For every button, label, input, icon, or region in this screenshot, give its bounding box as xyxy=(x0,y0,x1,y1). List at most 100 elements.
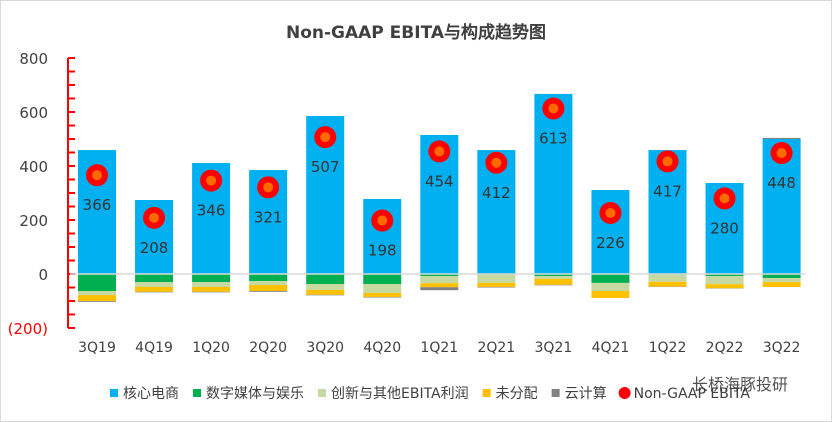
bar-3Q19-云计算 xyxy=(78,301,116,302)
bar-3Q22-创新与其他EBITA利润 xyxy=(762,278,801,283)
bar-1Q22-创新与其他EBITA利润 xyxy=(648,274,687,282)
bar-1Q22-未分配 xyxy=(648,281,687,287)
bar-3Q20-云计算 xyxy=(306,294,345,296)
bar-4Q20-数字媒体与娱乐 xyxy=(363,274,402,284)
ebita-point-core xyxy=(776,148,787,159)
x-tick-label: 3Q21 xyxy=(535,340,573,356)
bar-4Q21-未分配 xyxy=(591,291,630,299)
legend-label: 云计算 xyxy=(565,386,607,402)
x-tick-label: 2Q20 xyxy=(249,340,287,356)
x-tick-label: 3Q22 xyxy=(763,340,801,356)
ebita-point-core xyxy=(491,157,502,168)
legend-marker xyxy=(551,389,560,397)
legend-label: 未分配 xyxy=(496,386,538,402)
bar-4Q21-数字媒体与娱乐 xyxy=(591,274,630,283)
bar-4Q19-未分配 xyxy=(135,286,174,292)
ebita-point-core xyxy=(719,193,730,204)
bar-3Q19-创新与其他EBITA利润 xyxy=(78,291,116,296)
bar-2Q22-数字媒体与娱乐 xyxy=(705,274,744,277)
legend-marker xyxy=(618,387,631,399)
bar-3Q20-数字媒体与娱乐 xyxy=(306,274,345,284)
bar-2Q20-未分配 xyxy=(249,285,288,292)
ebita-point-core xyxy=(263,182,274,193)
bar-1Q21-创新与其他EBITA利润 xyxy=(420,276,459,284)
ebita-point-core xyxy=(149,212,160,223)
data-label: 321 xyxy=(254,208,283,226)
ebita-point-core xyxy=(377,215,388,226)
ebita-point-core xyxy=(320,132,331,143)
bar-1Q20-创新与其他EBITA利润 xyxy=(192,282,231,287)
bar-2Q22-未分配 xyxy=(705,284,744,289)
data-label: 346 xyxy=(197,202,226,220)
x-tick-label: 1Q20 xyxy=(192,340,230,356)
bar-3Q19-数字媒体与娱乐 xyxy=(78,274,116,292)
x-tick-label: 1Q21 xyxy=(420,340,458,356)
bar-3Q21-核心电商 xyxy=(534,93,573,274)
legend-label: 核心电商 xyxy=(123,386,179,402)
data-label: 280 xyxy=(710,219,739,237)
x-tick-label: 2Q21 xyxy=(477,340,515,356)
bar-4Q20-未分配 xyxy=(363,292,402,297)
data-label: 448 xyxy=(767,174,796,192)
ebita-point-core xyxy=(548,103,559,114)
legend-marker xyxy=(110,389,118,397)
legend-marker xyxy=(482,389,491,397)
ebita-point-core xyxy=(206,175,217,186)
y-tick-label: 400 xyxy=(19,158,48,176)
logo-text: 长桥海豚投研 xyxy=(692,375,788,394)
data-label: 198 xyxy=(368,242,397,260)
x-tick-label: 4Q20 xyxy=(363,340,401,356)
legend-marker xyxy=(318,389,326,397)
ebita-point-core xyxy=(92,170,102,181)
data-label: 417 xyxy=(653,182,682,200)
x-tick-label: 3Q19 xyxy=(78,340,116,356)
legend-label: 数字媒体与娱乐 xyxy=(206,386,304,402)
bar-3Q20-未分配 xyxy=(306,289,345,295)
bar-3Q19-未分配 xyxy=(78,295,116,301)
bar-2Q22-创新与其他EBITA利润 xyxy=(705,276,744,285)
data-label: 507 xyxy=(311,158,340,176)
data-label: 226 xyxy=(596,234,625,252)
bar-2Q21-创新与其他EBITA利润 xyxy=(477,274,516,283)
x-tick-label: 4Q19 xyxy=(135,340,173,356)
bar-4Q19-创新与其他EBITA利润 xyxy=(135,282,174,287)
x-tick-label: 1Q22 xyxy=(649,340,687,356)
bar-3Q20-创新与其他EBITA利润 xyxy=(306,283,345,290)
y-tick-label: (200) xyxy=(8,320,48,338)
bar-4Q21-创新与其他EBITA利润 xyxy=(591,282,630,292)
y-tick-label: 800 xyxy=(19,50,48,68)
bar-3Q21-未分配 xyxy=(534,278,573,285)
legend: 核心电商 数字媒体与娱乐 创新与其他EBITA利润 未分配 云计算 Non-GAAP EB… xyxy=(110,386,750,402)
bar-3Q21-数字媒体与娱乐 xyxy=(534,274,573,277)
data-label: 613 xyxy=(539,129,568,147)
bar-1Q20-未分配 xyxy=(192,286,231,292)
bar-3Q22-云计算 xyxy=(762,137,801,139)
bar-2Q20-创新与其他EBITA利润 xyxy=(249,281,288,286)
legend-marker xyxy=(193,389,201,397)
bar-1Q20-数字媒体与娱乐 xyxy=(192,274,231,283)
x-tick-label: 3Q20 xyxy=(306,340,344,356)
bar-1Q21-未分配 xyxy=(420,283,459,288)
bar-4Q19-云计算 xyxy=(135,291,174,293)
data-label: 454 xyxy=(425,172,454,190)
bar-3Q22-未分配 xyxy=(762,282,801,287)
bar-3Q21-云计算 xyxy=(534,284,573,286)
bar-3Q22-数字媒体与娱乐 xyxy=(762,274,801,279)
bar-1Q20-云计算 xyxy=(192,291,231,293)
legend-label: Non-GAAP EBITA xyxy=(634,386,751,402)
bar-1Q21-数字媒体与娱乐 xyxy=(420,274,459,277)
chart-title: Non-GAAP EBITA与构成趋势图 xyxy=(286,22,546,43)
bar-4Q20-创新与其他EBITA利润 xyxy=(363,283,402,293)
legend-label: 创新与其他EBITA利润 xyxy=(331,386,469,402)
y-tick-label: 600 xyxy=(19,104,48,122)
bar-4Q19-数字媒体与娱乐 xyxy=(135,274,174,283)
bar-2Q21-未分配 xyxy=(477,282,516,287)
bar-4Q20-云计算 xyxy=(363,296,402,298)
y-tick-label: 0 xyxy=(38,266,48,284)
bar-2Q20-数字媒体与娱乐 xyxy=(249,274,288,282)
ebita-point-core xyxy=(605,207,616,218)
y-tick-label: 200 xyxy=(19,212,48,230)
bar-2Q21-云计算 xyxy=(477,286,516,288)
ebita-point-core xyxy=(434,146,445,157)
